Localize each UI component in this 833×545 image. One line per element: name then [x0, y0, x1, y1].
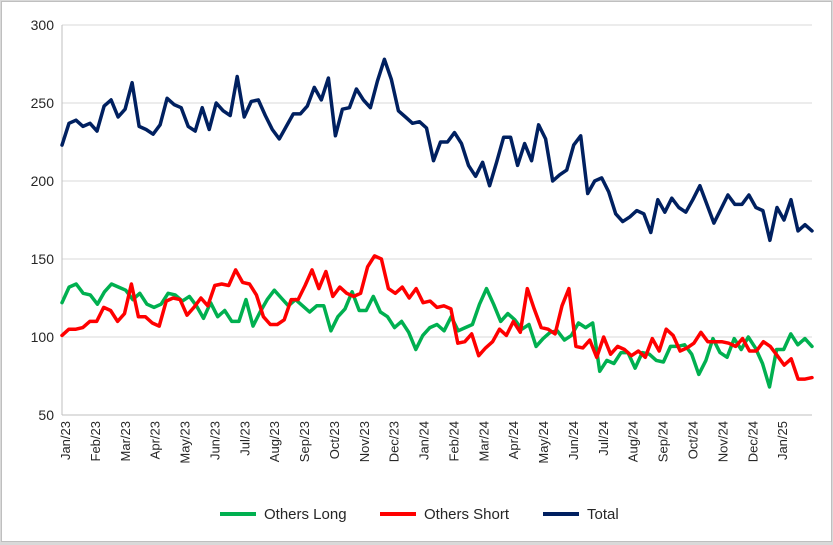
legend-label-others-short: Others Short [424, 505, 510, 523]
chart-legend: Others Long Others Short Total [2, 502, 833, 526]
y-tick-label: 50 [38, 407, 54, 423]
x-tick-label: Jun/24 [566, 421, 581, 460]
y-tick-label: 100 [31, 329, 55, 345]
x-tick-label: Feb/24 [446, 421, 461, 461]
x-tick-label: Jan/25 [775, 421, 790, 460]
x-tick-label: Oct/23 [327, 421, 342, 459]
legend-label-others-long: Others Long [264, 505, 347, 523]
legend-label-total: Total [587, 505, 619, 523]
x-tick-label: Jan/24 [417, 421, 432, 460]
x-tick-label: Apr/24 [506, 421, 521, 459]
x-tick-label: Nov/24 [715, 421, 730, 462]
x-tick-label: Oct/24 [685, 421, 700, 459]
x-tick-label: Jan/23 [58, 421, 73, 460]
y-tick-label: 200 [31, 173, 55, 189]
y-tick-label: 150 [31, 251, 55, 267]
x-tick-label: Aug/24 [626, 421, 641, 462]
x-tick-label: Dec/23 [387, 421, 402, 462]
legend-item-total: Total [543, 502, 619, 526]
y-tick-label: 300 [31, 17, 55, 33]
x-tick-label: May/23 [178, 421, 193, 464]
x-tick-label: May/24 [536, 421, 551, 464]
legend-swatch-others-short [380, 512, 416, 516]
x-tick-label: Feb/23 [88, 421, 103, 461]
x-tick-label: Dec/24 [745, 421, 760, 462]
series-line-others-short [60, 254, 814, 381]
series-line-total [60, 57, 814, 243]
y-tick-label: 250 [31, 95, 55, 111]
legend-swatch-total [543, 512, 579, 516]
x-tick-label: Jul/24 [596, 421, 611, 456]
x-tick-label: Jul/23 [237, 421, 252, 456]
x-tick-label: Sep/24 [656, 421, 671, 462]
x-tick-label: Nov/23 [357, 421, 372, 462]
x-tick-label: Mar/23 [118, 421, 133, 461]
x-tick-label: Apr/23 [148, 421, 163, 459]
legend-item-others-long: Others Long [220, 502, 347, 526]
x-tick-label: Mar/24 [476, 421, 491, 461]
x-tick-label: Aug/23 [267, 421, 282, 462]
legend-item-others-short: Others Short [380, 502, 509, 526]
x-tick-label: Jun/23 [207, 421, 222, 460]
legend-swatch-others-long [220, 512, 256, 516]
x-tick-label: Sep/23 [297, 421, 312, 462]
